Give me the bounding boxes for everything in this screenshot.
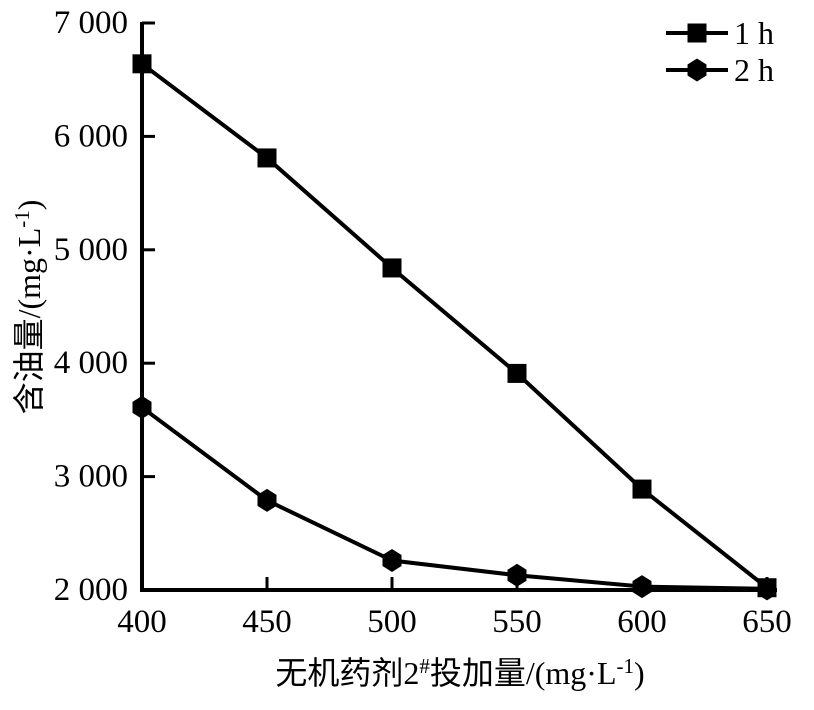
legend-label-2-h: 2 h	[734, 52, 774, 88]
data-point-2-h-450	[257, 488, 277, 512]
data-point-1-h-550	[507, 363, 527, 383]
series-line-2-h	[140, 405, 768, 591]
data-point-1-h-400	[132, 54, 152, 74]
legend-entry-2-h: 2 h	[666, 52, 774, 88]
x-tick-label-400: 400	[117, 604, 167, 640]
legend-label-1-h: 1 h	[734, 15, 774, 51]
data-point-2-h-550	[507, 563, 527, 587]
legend: 1 h2 h	[666, 15, 774, 88]
x-tick-label-500: 500	[367, 604, 417, 640]
y-tick-label-2000: 2 000	[54, 572, 128, 608]
y-tick-label-3000: 3 000	[54, 459, 128, 495]
y-tick-label-5000: 5 000	[54, 232, 128, 268]
y-tick-label-7000: 7 000	[54, 5, 128, 41]
y-tick-label-4000: 4 000	[54, 345, 128, 381]
y-tick-label-6000: 6 000	[54, 118, 128, 154]
x-tick-label-450: 450	[242, 604, 292, 640]
legend-marker-square	[687, 23, 707, 43]
data-point-1-h-600	[632, 479, 652, 499]
x-tick-label-650: 650	[742, 604, 792, 640]
legend-entry-1-h: 1 h	[666, 15, 774, 51]
data-point-1-h-500	[382, 258, 402, 278]
series-line-1-h	[140, 62, 769, 590]
x-tick-label-600: 600	[617, 604, 667, 640]
data-point-2-h-600	[632, 575, 652, 599]
data-point-2-h-400	[132, 395, 152, 419]
x-axis-label: 无机药剂2#投加量/(mg·L-1)	[275, 654, 644, 691]
y-axis-label: 含油量/(mg·L-1)	[10, 200, 47, 415]
legend-marker-hexagon	[687, 58, 707, 82]
x-tick-label-550: 550	[492, 604, 542, 640]
data-point-2-h-650	[757, 577, 777, 601]
data-point-2-h-500	[382, 549, 402, 573]
data-point-1-h-450	[257, 148, 277, 168]
